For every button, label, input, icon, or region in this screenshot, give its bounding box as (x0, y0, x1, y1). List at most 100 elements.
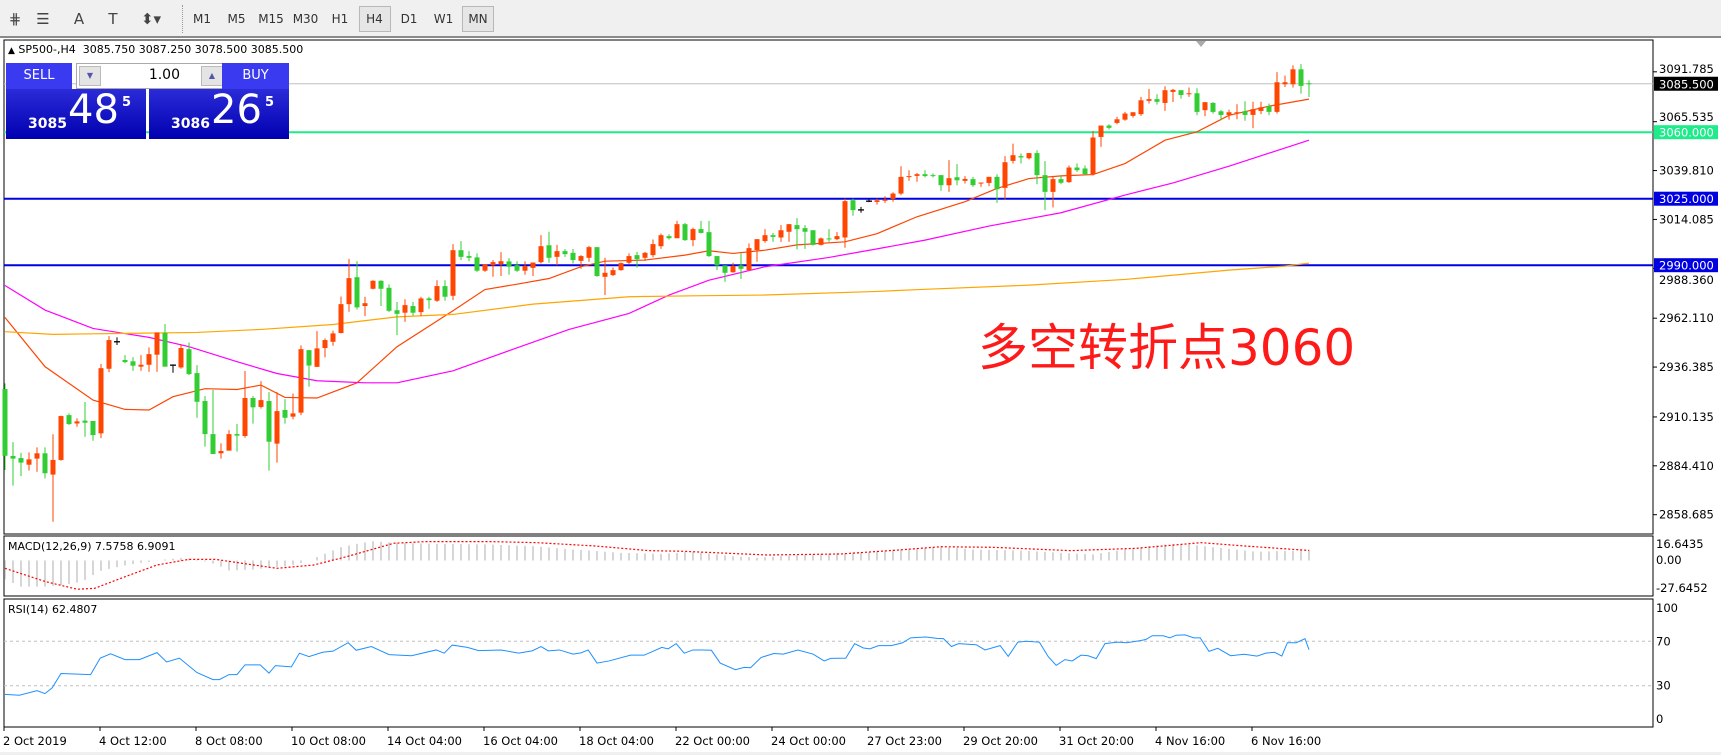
candle-body (282, 409, 288, 418)
candle (474, 253, 480, 272)
price-axis-label: 3014.085 (1659, 212, 1714, 226)
fibonacci-expansion-icon[interactable]: ⋕ (8, 10, 22, 28)
candle-body (330, 333, 336, 342)
price-tag-3085.500 (1654, 76, 1718, 91)
candle (794, 218, 800, 250)
candle-body (498, 261, 504, 265)
text-label-icon[interactable]: T (108, 10, 118, 28)
candle-body (746, 248, 752, 271)
candle (146, 347, 152, 372)
rsi-axis-label: 70 (1656, 634, 1671, 648)
candle (346, 258, 352, 312)
candle-body (1258, 107, 1264, 111)
candle (170, 364, 176, 373)
candle-body (674, 224, 680, 239)
sell-price-big: 48 (68, 87, 119, 133)
candle-body (1066, 167, 1072, 183)
candle (610, 267, 616, 277)
time-axis-label: 4 Oct 12:00 (99, 734, 167, 748)
moving-average-slow (4, 262, 1310, 335)
candle-body (962, 178, 968, 181)
candle-body (82, 420, 88, 423)
candle (706, 220, 712, 257)
candle (626, 253, 632, 265)
macd-axis-label: 16.6435 (1656, 537, 1704, 551)
timeframe-d1-button[interactable]: D1 (400, 12, 418, 26)
candle-body (650, 244, 656, 256)
timeframe-h4-button[interactable]: H4 (358, 6, 391, 32)
timeframe-m1-button[interactable]: M1 (193, 12, 211, 26)
lot-size-stepper[interactable]: ▼ 1.00 ▲ (76, 63, 226, 89)
buy-price-big: 26 (211, 87, 262, 133)
price-tag-3060.000 (1654, 125, 1718, 140)
candle (338, 296, 344, 334)
candle-body (370, 280, 376, 289)
chart-text-annotation[interactable]: 多空转折点3060 (978, 319, 1356, 377)
buy-price-box[interactable]: 3086 26 5 (149, 87, 289, 139)
candle (130, 357, 136, 371)
candle (1274, 72, 1280, 114)
price-tag-2990.000 (1654, 258, 1718, 273)
candle (850, 198, 856, 216)
candle (922, 170, 928, 178)
macd-signal-line (4, 541, 1310, 590)
candle-body (50, 459, 56, 475)
candle (274, 392, 280, 463)
candle (1034, 150, 1040, 185)
candle-body (834, 236, 840, 240)
candle-body (1034, 153, 1040, 176)
sell-price-box[interactable]: 3085 48 5 (6, 87, 146, 139)
timeframe-m5-button[interactable]: M5 (227, 12, 246, 26)
sell-button[interactable]: SELL (6, 63, 72, 89)
candle (98, 364, 104, 439)
candle (194, 365, 200, 418)
timeframe-w1-button[interactable]: W1 (433, 12, 454, 26)
candle-body (306, 350, 312, 366)
candle-body (1290, 69, 1296, 85)
candle (34, 447, 40, 472)
candle-body (1106, 125, 1112, 128)
candle (570, 249, 576, 264)
candle-body (922, 174, 928, 177)
candle-body (874, 200, 880, 202)
candle (898, 166, 904, 196)
candle (1106, 124, 1112, 130)
candle (554, 244, 560, 266)
price-tag-label: 3060.000 (1659, 126, 1714, 140)
candle (178, 344, 184, 369)
candle (866, 199, 872, 203)
buy-button[interactable]: BUY (222, 63, 289, 89)
rsi-line (4, 634, 1310, 696)
candle (250, 396, 256, 424)
candle (186, 342, 192, 376)
candle-body (106, 340, 112, 369)
rsi-axis-label: 100 (1656, 601, 1678, 615)
collapse-triangle-icon[interactable]: ▲ (8, 46, 15, 56)
candle (770, 232, 776, 242)
arrows-icon[interactable]: ⬍▾ (140, 10, 162, 28)
candle (666, 234, 672, 240)
timeframe-mn-button[interactable]: MN (462, 6, 494, 32)
timeframe-m15-button[interactable]: M15 (258, 12, 284, 26)
candle-body (146, 354, 152, 365)
candle-body (794, 225, 800, 230)
candle-body (514, 265, 520, 271)
candle-body (1146, 99, 1152, 101)
candle (690, 227, 696, 247)
candle-body (338, 304, 344, 334)
timeframe-m30-button[interactable]: M30 (292, 12, 319, 26)
candle (418, 296, 424, 317)
lot-increase-button[interactable]: ▲ (201, 66, 223, 86)
candle-body (474, 257, 480, 271)
candle-body (362, 303, 368, 307)
candle (58, 415, 64, 461)
candle (602, 257, 608, 296)
candle (514, 261, 520, 272)
text-icon[interactable]: A (73, 10, 85, 28)
lot-size-input[interactable]: 1.00 (148, 67, 180, 83)
candle-body (770, 235, 776, 237)
timeframe-h1-button[interactable]: H1 (331, 12, 349, 26)
lot-decrease-button[interactable]: ▼ (79, 66, 101, 86)
fibonacci-fan-icon[interactable]: ☰ (36, 10, 50, 28)
candle (1058, 175, 1064, 185)
